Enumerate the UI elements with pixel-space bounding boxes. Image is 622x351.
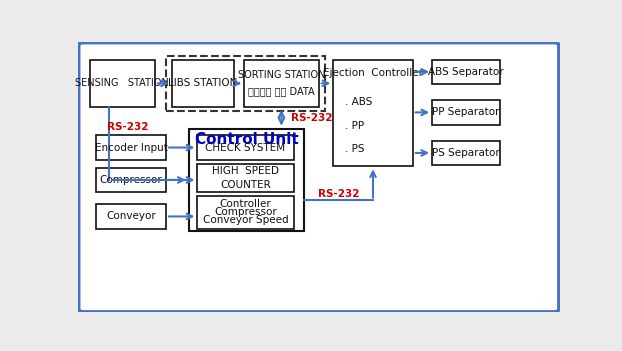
- Text: SORTING STATION: SORTING STATION: [238, 70, 325, 80]
- Text: PS Separator: PS Separator: [432, 148, 499, 158]
- Text: 플라스틱 재질 DATA: 플라스틱 재질 DATA: [248, 86, 315, 97]
- Text: COUNTER: COUNTER: [220, 180, 271, 190]
- FancyBboxPatch shape: [79, 43, 559, 312]
- Text: Controller: Controller: [220, 199, 271, 209]
- Text: SENSING   STATION: SENSING STATION: [75, 78, 169, 88]
- Text: . ABS: . ABS: [345, 97, 373, 107]
- Bar: [90, 60, 155, 107]
- Text: ABS Separator: ABS Separator: [428, 67, 504, 77]
- Text: HIGH  SPEED: HIGH SPEED: [212, 166, 279, 176]
- Bar: [197, 135, 294, 160]
- Bar: [96, 204, 166, 229]
- Text: . PP: . PP: [345, 121, 364, 131]
- Bar: [197, 164, 294, 192]
- Bar: [96, 168, 166, 192]
- Text: Control Unit: Control Unit: [195, 132, 299, 147]
- Text: CHECK SYSTEM: CHECK SYSTEM: [205, 143, 285, 153]
- Text: RS-232: RS-232: [107, 122, 149, 132]
- Text: Ejection  Controller: Ejection Controller: [323, 68, 423, 78]
- Bar: [244, 60, 319, 107]
- Bar: [333, 60, 413, 166]
- Text: Compressor: Compressor: [214, 207, 277, 217]
- Bar: [432, 141, 499, 165]
- Bar: [432, 100, 499, 125]
- Text: PP Separator: PP Separator: [432, 107, 499, 117]
- Bar: [188, 128, 304, 231]
- Text: Encoder Input: Encoder Input: [95, 143, 167, 153]
- Text: RS-232: RS-232: [291, 113, 333, 123]
- Text: LIBS STATION: LIBS STATION: [169, 78, 238, 88]
- Text: . PS: . PS: [345, 144, 364, 154]
- Bar: [96, 135, 166, 160]
- Text: Compressor: Compressor: [100, 175, 162, 185]
- Bar: [197, 196, 294, 229]
- Text: Conveyor: Conveyor: [106, 211, 156, 221]
- Text: RS-232: RS-232: [318, 189, 360, 199]
- Text: Conveyor Speed: Conveyor Speed: [203, 216, 289, 225]
- Bar: [172, 60, 234, 107]
- Bar: [432, 60, 499, 84]
- Bar: [166, 56, 325, 111]
